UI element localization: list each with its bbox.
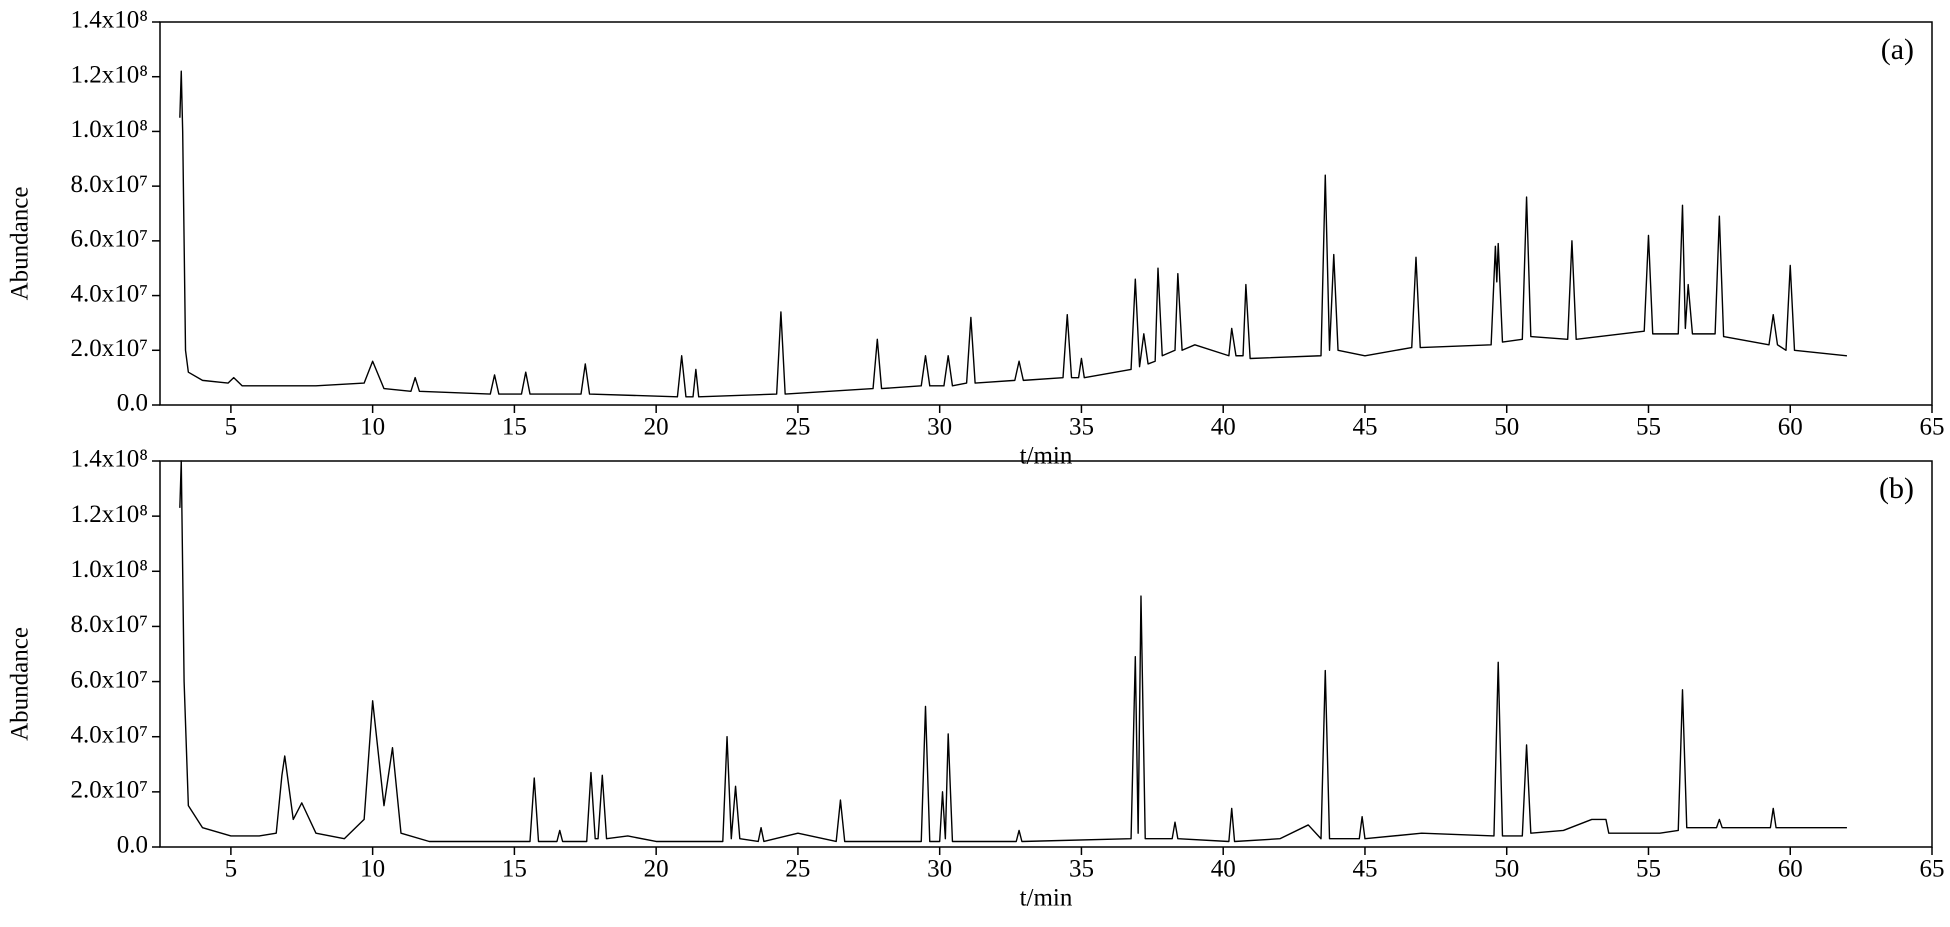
y-tick-label: 1.2x10⁸ (71, 501, 148, 528)
x-tick-label: 30 (927, 414, 952, 441)
x-tick-label: 55 (1636, 414, 1661, 441)
y-tick-label: 4.0x10⁷ (71, 280, 148, 307)
x-tick-label: 60 (1778, 856, 1803, 883)
x-tick-label: 35 (1069, 414, 1094, 441)
x-tick-label: 65 (1920, 856, 1945, 883)
x-tick-label: 20 (644, 856, 669, 883)
y-tick-label: 1.0x10⁸ (71, 556, 148, 583)
x-tick-label: 10 (360, 414, 385, 441)
y-tick-label: 0.0 (117, 832, 148, 859)
y-tick-label: 0.0 (117, 390, 148, 417)
y-tick-label: 2.0x10⁷ (71, 335, 148, 362)
x-tick-label: 5 (225, 414, 238, 441)
x-tick-label: 55 (1636, 856, 1661, 883)
chromatogram-line (179, 70, 1848, 398)
panel-label: (a) (1881, 33, 1914, 66)
x-tick-label: 15 (502, 856, 527, 883)
y-axis-label: Abundance (7, 627, 34, 741)
x-tick-label: 25 (785, 856, 810, 883)
x-tick-label: 45 (1352, 414, 1377, 441)
x-tick-label: 5 (225, 856, 238, 883)
x-axis-label: t/min (1020, 443, 1073, 470)
plot-frame (159, 460, 1933, 848)
chromatogram-line (179, 460, 1847, 843)
x-tick-label: 40 (1211, 414, 1236, 441)
x-axis-label: t/min (1020, 885, 1073, 912)
x-tick-label: 65 (1920, 414, 1945, 441)
y-tick-label: 8.0x10⁷ (71, 611, 148, 638)
y-tick-label: 2.0x10⁷ (71, 777, 148, 804)
x-tick-label: 35 (1069, 856, 1094, 883)
y-tick-label: 4.0x10⁷ (71, 721, 148, 748)
plot-frame (159, 21, 1933, 406)
y-tick-label: 8.0x10⁷ (71, 171, 148, 198)
x-tick-label: 15 (502, 414, 527, 441)
x-tick-label: 25 (785, 414, 810, 441)
y-tick-label: 1.0x10⁸ (71, 116, 148, 143)
x-tick-label: 50 (1494, 856, 1519, 883)
y-tick-label: 1.4x10⁸ (71, 446, 148, 473)
y-tick-label: 6.0x10⁷ (71, 666, 148, 693)
x-tick-label: 10 (360, 856, 385, 883)
y-tick-label: 1.4x10⁸ (71, 7, 148, 34)
x-tick-label: 40 (1211, 856, 1236, 883)
x-tick-label: 50 (1494, 414, 1519, 441)
x-tick-label: 60 (1778, 414, 1803, 441)
panel-label: (b) (1879, 472, 1914, 505)
y-tick-label: 1.2x10⁸ (71, 61, 148, 88)
x-tick-label: 20 (644, 414, 669, 441)
y-tick-label: 6.0x10⁷ (71, 226, 148, 253)
x-tick-label: 30 (927, 856, 952, 883)
x-tick-label: 45 (1352, 856, 1377, 883)
y-axis-label: Abundance (7, 187, 34, 301)
